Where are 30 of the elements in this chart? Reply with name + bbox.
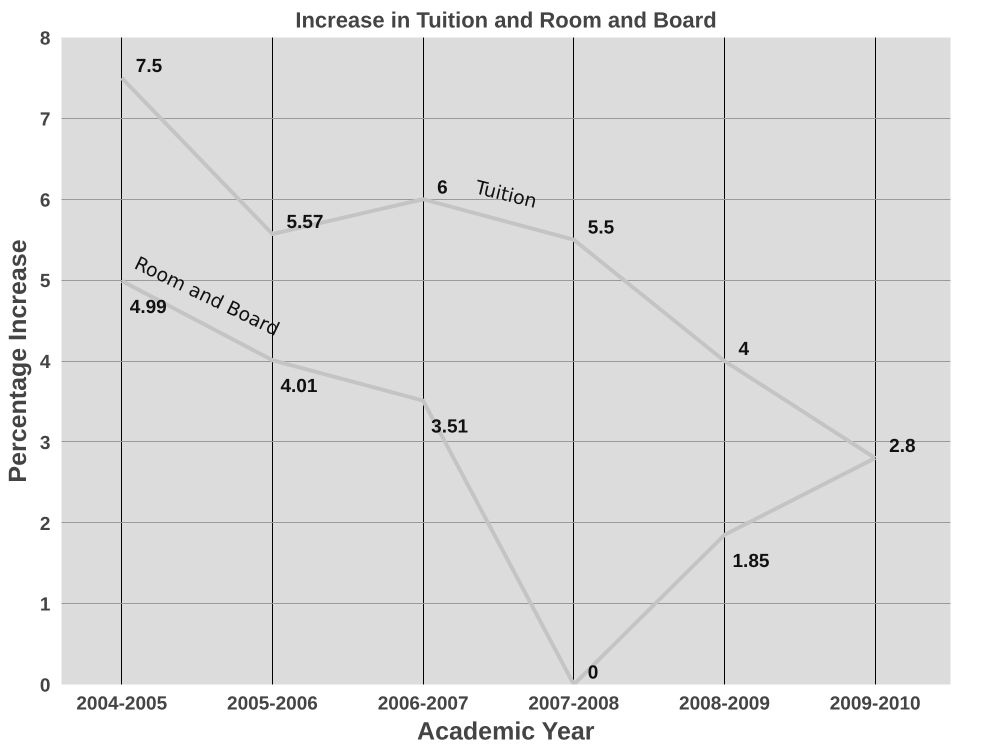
chart-title: Increase in Tuition and Room and Board — [295, 8, 717, 32]
y-tick-label: 0 — [40, 676, 51, 696]
data-label: 7.5 — [136, 56, 163, 77]
y-tick-label: 1 — [40, 594, 51, 616]
y-tick-label: 3 — [40, 432, 51, 454]
data-label: 1.85 — [732, 550, 770, 572]
y-tick-label: 2 — [40, 514, 51, 535]
data-label: 4.01 — [280, 376, 318, 398]
data-label: 4.99 — [130, 296, 167, 318]
y-tick-label: 4 — [40, 352, 51, 373]
x-tick-label: 2004-2005 — [76, 694, 168, 714]
x-tick-label: 2007-2008 — [528, 694, 620, 714]
x-tick-label: 2009-2010 — [830, 694, 921, 714]
x-tick-label: 2008-2009 — [679, 694, 770, 714]
data-label: 2.8 — [889, 436, 916, 458]
data-label: 3.51 — [431, 416, 469, 438]
data-label: 5.57 — [286, 212, 324, 234]
y-tick-label: 8 — [40, 28, 51, 50]
x-tick-label: 2005-2006 — [227, 694, 318, 714]
y-tick-label: 6 — [40, 190, 51, 212]
y-tick-label: 5 — [40, 271, 51, 292]
x-axis-title: Academic Year — [417, 718, 595, 746]
data-label: 6 — [437, 177, 448, 198]
y-axis-title: Percentage Increase — [4, 239, 32, 483]
y-tick-label: 7 — [40, 109, 51, 130]
x-tick-label: 2006-2007 — [378, 694, 469, 714]
data-label: 0 — [588, 662, 598, 684]
text: Tuition — [472, 176, 539, 213]
data-label: 4 — [738, 339, 750, 360]
data-label: 5.5 — [588, 218, 615, 239]
